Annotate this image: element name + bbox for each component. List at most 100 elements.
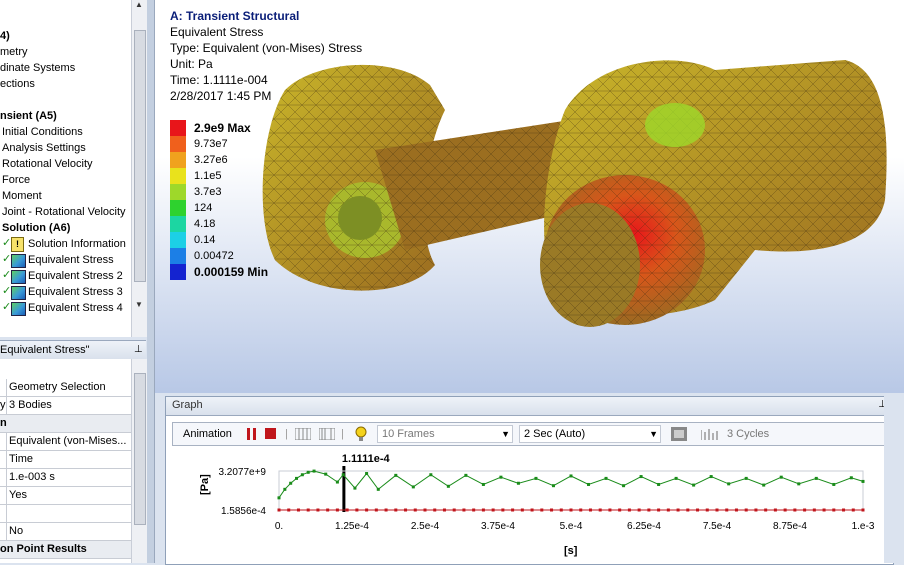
tree-item-label: dinate Systems [0, 62, 76, 74]
data-point [530, 508, 534, 512]
graph-plot[interactable]: 1.1111e-4 [Pa] [s] 3.2077e+9 1.5856e-4 0… [166, 447, 893, 564]
duration-dropdown[interactable]: 2 Sec (Auto) ▼ [519, 425, 661, 443]
tree-item-label: Analysis Settings [2, 142, 86, 154]
details-property [0, 379, 5, 396]
tree-item-label: Solution (A6) [2, 222, 71, 234]
x-ticks: 0. 1.25e-4 2.5e-4 3.75e-4 5.e-4 6.25e-4 7.5e-4… [275, 521, 875, 532]
distributed-frames-icon[interactable] [295, 428, 311, 440]
time-marker-label: 1.1111e-4 [342, 453, 391, 465]
data-point [779, 475, 783, 479]
details-value[interactable]: Equivalent (von-Mises... [6, 433, 131, 450]
series-group [277, 469, 865, 512]
details-scroll-thumb[interactable] [134, 373, 146, 525]
details-value[interactable]: No [6, 523, 131, 540]
details-value[interactable] [6, 505, 131, 522]
details-title: Equivalent Stress" [0, 344, 90, 356]
details-value[interactable]: 3 Bodies [6, 397, 131, 414]
details-value[interactable]: 1.e-003 s [6, 469, 131, 486]
data-point [604, 476, 608, 480]
details-header: Equivalent Stress" ⊥ [0, 340, 146, 360]
stop-icon[interactable] [265, 428, 277, 440]
data-point [429, 473, 433, 477]
data-point [499, 475, 503, 479]
tree-item-label: Force [2, 174, 31, 186]
data-point [674, 476, 678, 480]
data-point [793, 508, 797, 512]
tree-item-label: Joint - Rotational Velocity [2, 206, 126, 218]
data-point [374, 508, 378, 512]
tree-scrollbar[interactable]: ▲ ▼ [131, 0, 147, 337]
data-point [812, 508, 816, 512]
data-point [569, 474, 573, 478]
solved-check-icon: ✓ [2, 301, 12, 313]
details-row[interactable]: n [0, 415, 131, 433]
result-date: 2/28/2017 1:45 PM [170, 89, 272, 103]
legend-label: 3.27e6 [194, 154, 228, 166]
stress-result-icon [11, 270, 26, 284]
tree-scroll-thumb[interactable] [134, 30, 146, 282]
data-point [727, 482, 731, 486]
data-point [413, 508, 417, 512]
result-name: Equivalent Stress [170, 25, 264, 39]
tree-item-label: 4) [0, 30, 10, 42]
details-scrollbar[interactable] [131, 359, 147, 563]
data-point [365, 472, 369, 476]
data-point [579, 508, 583, 512]
data-point [446, 484, 450, 488]
data-point [744, 508, 748, 512]
chevron-down-icon[interactable]: ▼ [649, 429, 658, 439]
details-row[interactable]: 1.e-003 s [0, 469, 131, 487]
chevron-down-icon[interactable]: ▼ [501, 429, 510, 439]
data-point [289, 481, 293, 485]
stress-result-icon [11, 254, 26, 268]
data-point [849, 476, 853, 480]
data-point [341, 473, 345, 477]
result-sets-icon[interactable] [319, 428, 335, 440]
export-video-icon[interactable] [671, 427, 687, 441]
details-property [0, 469, 5, 486]
scroll-up-arrow-icon[interactable]: ▲ [135, 0, 143, 9]
cycles-icon[interactable] [701, 428, 719, 440]
pin-icon[interactable]: ⊥ [878, 399, 887, 410]
details-row[interactable]: Geometry Selection [0, 379, 131, 397]
scroll-down-arrow-icon[interactable]: ▼ [135, 300, 143, 309]
pin-icon[interactable]: ⊥ [134, 344, 143, 355]
legend-swatch [170, 216, 186, 232]
solved-check-icon: ✓ [2, 253, 12, 265]
data-point [666, 508, 670, 512]
data-point [384, 508, 388, 512]
y-min-label: 1.5856e-4 [221, 506, 266, 517]
data-point [822, 508, 826, 512]
data-point [639, 475, 643, 479]
details-row[interactable]: Yes [0, 487, 131, 505]
details-value[interactable]: Geometry Selection [6, 379, 131, 396]
legend-label: 0.14 [194, 234, 216, 246]
details-row[interactable]: Time [0, 451, 131, 469]
legend-label: 124 [194, 202, 213, 214]
data-point [277, 496, 281, 500]
frames-dropdown[interactable]: 10 Frames ▼ [377, 425, 513, 443]
duration-value: 2 Sec (Auto) [524, 428, 586, 440]
data-point [696, 508, 700, 512]
data-point [608, 508, 612, 512]
data-point [832, 482, 836, 486]
legend-swatch [170, 152, 186, 168]
panel-splitter[interactable] [147, 0, 155, 563]
data-point [797, 482, 801, 486]
details-row[interactable]: Equivalent (von-Mises... [0, 433, 131, 451]
details-value[interactable]: Yes [6, 487, 131, 504]
details-row[interactable]: No [0, 523, 131, 541]
data-point [762, 483, 766, 487]
details-value[interactable]: Time [6, 451, 131, 468]
details-row[interactable] [0, 505, 131, 523]
legend-label: 9.73e7 [194, 138, 228, 150]
lightbulb-icon[interactable] [355, 426, 367, 442]
details-property [0, 505, 5, 522]
pause-icon[interactable] [247, 428, 257, 440]
details-row[interactable]: on Point Results [0, 541, 131, 559]
graphics-viewport[interactable]: A: Transient Structural Equivalent Stres… [155, 0, 904, 393]
data-point [705, 508, 709, 512]
solved-check-icon: ✓ [2, 285, 12, 297]
data-point [316, 508, 320, 512]
